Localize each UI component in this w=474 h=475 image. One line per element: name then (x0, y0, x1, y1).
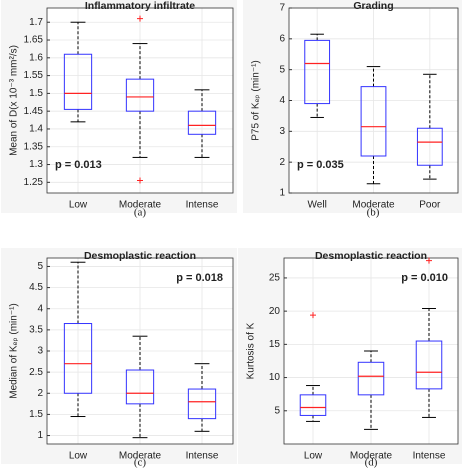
y-tick-label: 10 (269, 372, 281, 383)
y-tick-label: 4 (37, 303, 43, 314)
y-tick-label: 1.7 (29, 17, 43, 28)
y-tick-label: 1.65 (24, 35, 44, 46)
box (63, 53, 93, 110)
x-tick-label: Low (304, 451, 323, 462)
box (416, 127, 443, 166)
box (63, 323, 93, 394)
y-tick-label: 1.45 (24, 106, 44, 117)
y-tick-label: 6 (279, 33, 285, 44)
y-tick-label: 1.25 (24, 177, 44, 188)
box (187, 110, 217, 135)
x-tick-label: Low (69, 451, 88, 462)
y-axis-label: Mean of D(x 10⁻³ mm²/s) (9, 45, 20, 156)
outlier (426, 257, 432, 264)
x-tick-label: Intense (186, 451, 219, 462)
axes-frame (46, 7, 234, 194)
y-tick-label: 1 (279, 188, 285, 199)
y-tick-label: 3 (279, 126, 285, 137)
y-tick-label: 15 (269, 339, 281, 350)
panel-label: (d) (365, 457, 378, 469)
y-axis-label: Median of Kₑₚ (min⁻¹) (9, 303, 20, 399)
x-tick-label: Moderate (119, 200, 162, 211)
x-tick-label: Poor (419, 200, 441, 211)
box (415, 340, 443, 390)
box (299, 394, 327, 416)
axes-frame (288, 7, 459, 194)
outlier (137, 15, 143, 22)
y-tick-label: 1.55 (24, 70, 44, 81)
box (304, 39, 331, 105)
annotation: p = 0.010 (401, 272, 448, 284)
x-tick-label: Intense (186, 200, 219, 211)
y-tick-label: 1 (37, 430, 43, 441)
chart-title: Desmoplastic reaction (84, 250, 196, 262)
x-tick-label: Moderate (352, 200, 395, 211)
annotation: p = 0.018 (176, 272, 223, 284)
y-tick-label: 1.35 (24, 141, 44, 152)
axes-frame (46, 257, 234, 445)
y-tick-label: 4.5 (29, 282, 43, 293)
x-tick-label: Well (308, 200, 327, 211)
y-tick-label: 4 (279, 95, 285, 106)
box (357, 361, 385, 396)
axes-frame (283, 257, 459, 445)
y-tick-label: 1.5 (29, 409, 43, 420)
outlier (310, 312, 316, 319)
x-tick-label: Moderate (350, 451, 393, 462)
y-tick-label: 2.5 (29, 367, 43, 378)
y-tick-label: 2 (279, 157, 285, 168)
y-tick-label: 25 (269, 273, 281, 284)
panel-label: (c) (134, 457, 147, 469)
chart-title: Grading (353, 0, 393, 12)
y-tick-label: 5 (274, 405, 280, 416)
y-tick-label: 5 (37, 261, 43, 272)
chart-title: Inflammatory infiltrate (85, 0, 195, 12)
box (125, 369, 155, 405)
y-tick-label: 2 (37, 388, 43, 399)
box (187, 388, 217, 420)
outlier (137, 177, 143, 184)
box (125, 78, 155, 112)
y-tick-label: 1.5 (29, 88, 43, 99)
panel-label: (a) (134, 207, 147, 219)
chart-title: Desmoplastic reaction (315, 250, 427, 262)
annotation: p = 0.035 (297, 159, 344, 171)
x-tick-label: Moderate (119, 451, 162, 462)
y-tick-label: 1.3 (29, 159, 43, 170)
x-tick-label: Intense (413, 451, 446, 462)
box (360, 86, 387, 157)
y-tick-label: 20 (269, 306, 281, 317)
y-tick-label: 3.5 (29, 325, 43, 336)
y-axis-label: Kurtosis of K (246, 322, 257, 379)
y-axis-label: P75 of Kₑₚ (min⁻¹) (251, 60, 262, 141)
annotation: p = 0.013 (55, 159, 102, 171)
panel-label: (b) (367, 207, 380, 219)
y-tick-label: 1.4 (29, 124, 43, 135)
y-tick-label: 1.6 (29, 52, 43, 63)
x-tick-label: Low (69, 200, 88, 211)
y-tick-label: 5 (279, 64, 285, 75)
y-tick-label: 3 (37, 346, 43, 357)
y-tick-label: 7 (279, 3, 285, 14)
